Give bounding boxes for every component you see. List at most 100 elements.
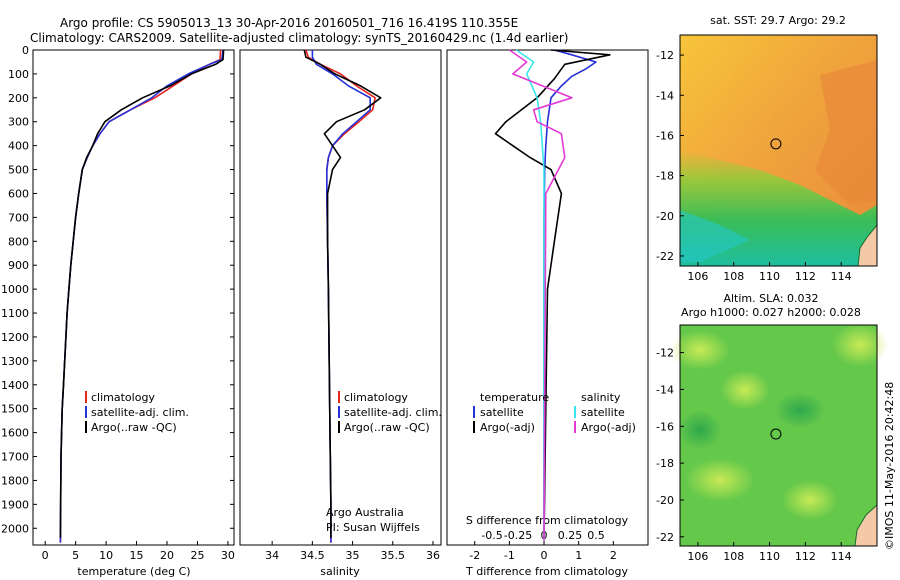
legend-label-climatology: climatology xyxy=(344,391,408,404)
x-tick-label: 0 xyxy=(42,549,49,562)
map-x-tick-label: 114 xyxy=(831,550,852,563)
sla-map-title: Altim. SLA: 0.032 xyxy=(723,292,818,305)
profile-line-climatology xyxy=(59,49,222,543)
temperature-axis-ticks: 0 5 10 15 20 25 30 xyxy=(42,541,235,562)
pi-note: PI: Susan Wijffels xyxy=(326,521,420,534)
depth-tick-label: 300 xyxy=(8,116,29,129)
temperature-axis-label: temperature (deg C) xyxy=(77,565,190,578)
x-tick-label: 34.5 xyxy=(300,549,325,562)
depth-tick-label: 1500 xyxy=(1,403,29,416)
salinity-axis-label: salinity xyxy=(320,565,360,578)
x-tick-label: 0 xyxy=(541,549,548,562)
legend-label-climatology: climatology xyxy=(91,391,155,404)
s-tick-label: -0.25 xyxy=(504,529,532,542)
legend-label-argo: Argo(..raw -QC) xyxy=(344,421,430,434)
sla-blob xyxy=(782,480,838,520)
depth-tick-label: 800 xyxy=(8,235,29,248)
x-tick-label: 35 xyxy=(346,549,360,562)
temperature-legend: climatology satellite-adj. clim. Argo(..… xyxy=(85,391,189,434)
sst-map-x-ticks: 106 108 110 112 114 xyxy=(687,262,852,283)
s-tick-label: 0.5 xyxy=(587,529,605,542)
map-y-tick-label: -20 xyxy=(656,210,674,223)
sst-map-frame xyxy=(679,34,878,267)
map-x-tick-label: 110 xyxy=(759,550,780,563)
sst-cyan-patch xyxy=(680,210,750,262)
map-y-tick-label: -12 xyxy=(656,49,674,62)
depth-tick-label: 1700 xyxy=(1,451,29,464)
depth-tick-label: 0 xyxy=(22,44,29,57)
legend-label-satellite-s: satellite xyxy=(581,406,625,419)
map-x-tick-label: 114 xyxy=(831,270,852,283)
legend-label-satellite: satellite-adj. clim. xyxy=(344,406,442,419)
figure-title-line-2: Climatology: CARS2009. Satellite-adjuste… xyxy=(30,31,568,45)
legend-label-satellite: satellite-adj. clim. xyxy=(91,406,189,419)
legend-label-argo: Argo(..raw -QC) xyxy=(91,421,177,434)
difference-profiles xyxy=(494,49,611,541)
sla-blob-dark xyxy=(774,392,826,428)
depth-tick-label: 500 xyxy=(8,164,29,177)
depth-tick-label: 100 xyxy=(8,68,29,81)
s-difference-axis-ticks: -0.5 -0.25 0 0.25 0.5 xyxy=(481,529,604,542)
depth-tick-label: 200 xyxy=(8,92,29,105)
depth-tick-label: 400 xyxy=(8,140,29,153)
sla-map-y-ticks: -12 -14 -16 -18 -20 -22 xyxy=(656,347,684,544)
sla-blob xyxy=(685,458,755,502)
x-tick-label: 2 xyxy=(610,549,617,562)
sla-blob-dark xyxy=(678,410,722,450)
salinity-plot-frame xyxy=(239,49,442,546)
map-x-tick-label: 108 xyxy=(723,550,744,563)
x-tick-label: -2 xyxy=(469,549,480,562)
salinity-axis-ticks: 34 34.5 35 35.5 36 xyxy=(265,541,440,562)
figure-title-line-1: Argo profile: CS 5905013_13 30-Apr-2016 … xyxy=(60,16,518,30)
depth-tick-label: 2000 xyxy=(1,522,29,535)
s-difference-axis-label: S difference from climatology xyxy=(466,514,629,527)
profile-line-satellite-adj-clim- xyxy=(311,50,372,543)
t-difference-axis-ticks: -2 -1 0 1 2 xyxy=(469,541,617,562)
map-x-tick-label: 108 xyxy=(723,270,744,283)
x-tick-label: 15 xyxy=(130,549,144,562)
imos-timestamp: ©IMOS 11-May-2016 20:42:48 xyxy=(883,382,896,550)
map-y-tick-label: -22 xyxy=(656,250,674,263)
sla-map-subtitle: Argo h1000: 0.027 h2000: 0.028 xyxy=(681,306,861,319)
s-tick-label: -0.5 xyxy=(481,529,502,542)
x-tick-label: 30 xyxy=(221,549,235,562)
legend-label-argo-s: Argo(-adj) xyxy=(581,421,636,434)
depth-tick-label: 600 xyxy=(8,187,29,200)
temperature-plot-frame xyxy=(32,49,235,546)
map-y-tick-label: -16 xyxy=(656,129,674,142)
profile-line-satellite-temperature- xyxy=(543,49,597,541)
sla-map-frame xyxy=(679,324,878,547)
argo-position-marker xyxy=(770,138,782,150)
difference-legend: temperature salinity satellite Argo(-adj… xyxy=(473,391,636,434)
depth-tick-label: 1300 xyxy=(1,355,29,368)
depth-tick-label: 900 xyxy=(8,259,29,272)
map-y-tick-label: -14 xyxy=(656,89,674,102)
x-tick-label: 10 xyxy=(99,549,113,562)
profile-line-argo-adj-temperature- xyxy=(494,49,611,541)
depth-tick-label: 1000 xyxy=(1,283,29,296)
sst-map-title: sat. SST: 29.7 Argo: 29.2 xyxy=(710,14,846,27)
depth-tick-label: 1800 xyxy=(1,474,29,487)
x-tick-label: 20 xyxy=(160,549,174,562)
profile-line-argo-raw-qc- xyxy=(303,49,382,538)
map-y-tick-label: -14 xyxy=(656,383,674,396)
depth-tick-label: 1200 xyxy=(1,331,29,344)
argo-position-marker xyxy=(770,428,782,440)
map-y-tick-label: -12 xyxy=(656,347,674,360)
depth-tick-label: 1400 xyxy=(1,379,29,392)
legend-header-salinity: salinity xyxy=(581,391,621,404)
map-y-tick-label: -22 xyxy=(656,531,674,544)
map-x-tick-label: 106 xyxy=(687,550,708,563)
map-x-tick-label: 112 xyxy=(795,550,816,563)
sla-blob xyxy=(720,370,770,410)
temperature-profiles xyxy=(59,49,225,543)
sst-map xyxy=(679,34,878,267)
profile-line-argo-raw-qc- xyxy=(59,49,225,538)
profile-line-climatology xyxy=(305,49,376,543)
map-x-tick-label: 110 xyxy=(759,270,780,283)
map-y-tick-label: -18 xyxy=(656,170,674,183)
sst-warm-patch xyxy=(815,60,877,205)
sla-map xyxy=(670,323,888,547)
map-y-tick-label: -18 xyxy=(656,457,674,470)
